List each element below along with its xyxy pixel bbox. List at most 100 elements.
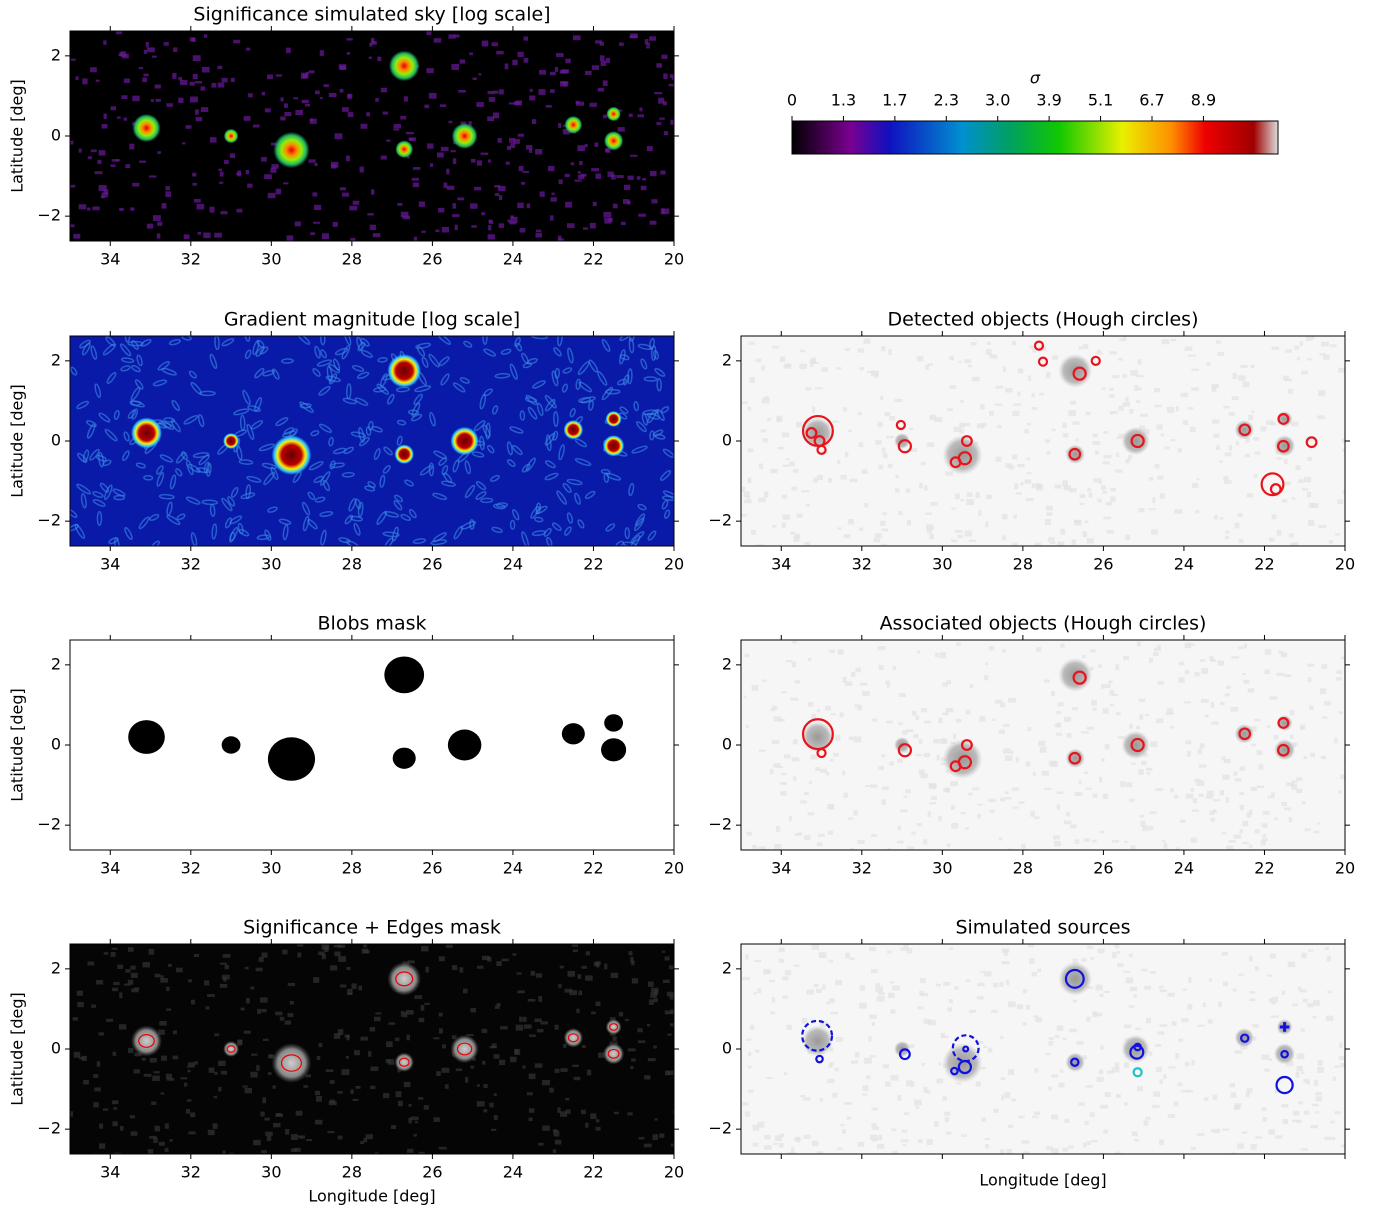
- texture: [544, 432, 556, 446]
- texture: [748, 1051, 752, 1057]
- blob: [271, 435, 312, 475]
- texture: [219, 983, 228, 988]
- texture: [1006, 979, 1010, 986]
- texture: [1212, 1094, 1218, 1101]
- texture: [616, 175, 624, 178]
- texture: [1110, 487, 1117, 492]
- texture: [972, 787, 980, 791]
- edge-contour: [456, 1042, 473, 1056]
- texture: [807, 812, 815, 816]
- texture: [919, 990, 925, 996]
- texture: [1029, 345, 1034, 349]
- texture: [1153, 652, 1159, 657]
- texture: [627, 1048, 636, 1052]
- texture: [330, 161, 339, 168]
- texture: [951, 822, 959, 829]
- texture: [816, 1151, 824, 1154]
- texture: [220, 1070, 228, 1075]
- texture: [1271, 514, 1277, 520]
- texture: [777, 718, 785, 722]
- background: [70, 336, 674, 546]
- texture: [506, 459, 516, 467]
- texture: [1297, 986, 1302, 991]
- texture: [495, 502, 508, 508]
- texture: [549, 89, 555, 93]
- texture: [827, 804, 835, 810]
- texture: [299, 401, 314, 413]
- texture: [785, 458, 790, 461]
- texture: [959, 399, 964, 403]
- texture: [863, 338, 871, 344]
- texture: [1248, 414, 1254, 421]
- texture: [261, 157, 267, 162]
- plot-area: [70, 31, 674, 241]
- texture: [338, 64, 347, 70]
- texture: [227, 496, 236, 507]
- texture: [143, 475, 154, 481]
- texture: [612, 1036, 617, 1041]
- texture: [111, 947, 118, 950]
- texture: [1283, 481, 1291, 486]
- texture: [835, 734, 841, 741]
- texture: [373, 448, 381, 461]
- texture: [1024, 479, 1032, 484]
- texture: [281, 358, 294, 364]
- texture: [488, 220, 494, 224]
- texture: [526, 1092, 533, 1096]
- texture: [1307, 677, 1312, 682]
- texture: [954, 986, 959, 990]
- texture: [314, 345, 321, 359]
- texture: [357, 341, 366, 352]
- texture: [630, 534, 641, 546]
- texture: [452, 203, 456, 209]
- texture: [424, 1002, 430, 1005]
- texture: [928, 1019, 936, 1026]
- texture: [977, 982, 985, 987]
- colorbar-tick-label: 5.1: [1088, 91, 1113, 110]
- colorbar-tick-label: 8.9: [1191, 91, 1216, 110]
- texture: [774, 843, 782, 850]
- texture: [1318, 390, 1326, 397]
- texture: [1298, 1101, 1303, 1105]
- texture: [438, 1012, 443, 1017]
- texture: [454, 224, 458, 231]
- texture: [978, 509, 982, 516]
- texture: [1327, 990, 1332, 994]
- texture: [1178, 677, 1185, 683]
- texture: [966, 492, 973, 498]
- texture: [152, 379, 168, 387]
- texture: [271, 368, 280, 380]
- texture: [1182, 988, 1187, 991]
- texture: [1000, 797, 1006, 802]
- texture: [1082, 531, 1088, 538]
- texture: [993, 982, 999, 988]
- texture: [245, 484, 252, 500]
- texture: [155, 465, 164, 475]
- texture: [911, 710, 917, 716]
- texture: [1039, 392, 1045, 396]
- texture: [599, 55, 605, 62]
- texture: [538, 996, 543, 1002]
- texture: [391, 526, 399, 542]
- texture: [875, 983, 881, 988]
- source-circle: [957, 755, 973, 770]
- texture: [986, 494, 993, 500]
- texture: [1128, 1005, 1135, 1008]
- texture: [1102, 708, 1109, 714]
- texture: [892, 1150, 898, 1154]
- texture: [1085, 1085, 1093, 1088]
- texture: [487, 90, 495, 95]
- texture: [500, 1026, 508, 1030]
- texture: [768, 979, 775, 983]
- texture: [761, 365, 766, 371]
- texture: [1102, 490, 1107, 494]
- blob: [606, 106, 621, 122]
- texture: [499, 1059, 506, 1066]
- texture: [1251, 743, 1257, 747]
- texture: [181, 451, 188, 460]
- texture: [752, 845, 758, 849]
- texture: [309, 118, 317, 124]
- texture: [869, 1055, 877, 1058]
- blob: [223, 128, 239, 144]
- texture: [837, 527, 842, 530]
